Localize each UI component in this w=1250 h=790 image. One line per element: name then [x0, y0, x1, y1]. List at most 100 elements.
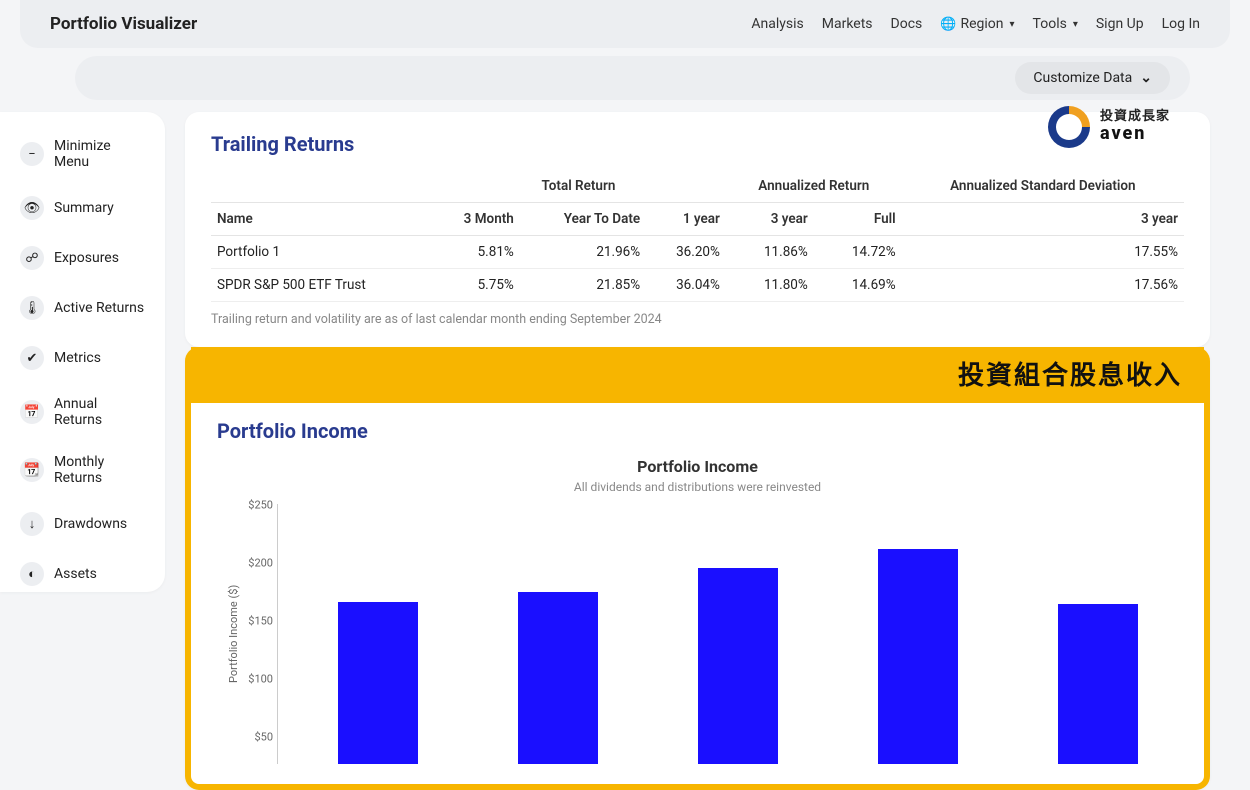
nav-signup[interactable]: Sign Up [1096, 16, 1144, 32]
chart-bar [1058, 604, 1138, 764]
cell-value: 5.81% [431, 236, 520, 269]
share-icon: ☍ [20, 246, 44, 270]
chart-bar [338, 602, 418, 764]
table-row: SPDR S&P 500 ETF Trust 5.75% 21.85% 36.0… [211, 269, 1184, 302]
chevron-down-icon: ⌄ [1140, 70, 1152, 86]
cell-value: 17.55% [902, 236, 1184, 269]
col-name: Name [211, 203, 431, 236]
brand-title: Portfolio Visualizer [50, 14, 197, 34]
cell-name: SPDR S&P 500 ETF Trust [211, 269, 431, 302]
nav-analysis[interactable]: Analysis [751, 16, 803, 32]
customize-label: Customize Data [1033, 70, 1132, 86]
logo-text-cn: 投資成長家 [1100, 110, 1170, 124]
calendar-grid-icon: 📆 [20, 458, 44, 482]
nav-tools[interactable]: Tools [1033, 16, 1078, 32]
income-badge-strip: 投資組合股息收入 [191, 347, 1204, 403]
income-badge: 投資組合股息收入 [936, 347, 1204, 400]
nav-markets[interactable]: Markets [822, 16, 873, 32]
col-1year: 1 year [646, 203, 726, 236]
cell-value: 36.20% [646, 236, 726, 269]
subbar: Customize Data ⌄ [75, 56, 1190, 100]
sidebar-item-label: Assets [54, 566, 97, 582]
customize-data-button[interactable]: Customize Data ⌄ [1015, 62, 1170, 94]
col-sd-3year: 3 year [902, 203, 1184, 236]
nav-region-label: Region [960, 16, 1003, 32]
chart-plot [277, 504, 1168, 764]
sidebar-exposures[interactable]: ☍ Exposures [10, 236, 155, 280]
thermometer-icon: 🌡 [20, 296, 44, 320]
cell-value: 21.85% [520, 269, 646, 302]
col-ytd: Year To Date [520, 203, 646, 236]
ytick-label: $250 [248, 499, 273, 512]
cell-value: 17.56% [902, 269, 1184, 302]
sidebar-monthly-returns[interactable]: 📆 Monthly Returns [10, 444, 155, 496]
chart-yaxis: $50$100$150$200$250 [243, 504, 277, 764]
col-3month: 3 Month [431, 203, 520, 236]
sidebar-item-label: Drawdowns [54, 516, 127, 532]
income-chart: Portfolio Income All dividends and distr… [217, 457, 1178, 764]
topbar: Portfolio Visualizer Analysis Markets Do… [20, 0, 1230, 48]
ytick-label: $150 [248, 615, 273, 628]
ytick-label: $50 [254, 730, 273, 743]
cell-value: 36.04% [646, 269, 726, 302]
minimize-icon: − [20, 142, 44, 166]
cell-value: 14.69% [814, 269, 902, 302]
col-group-total: Total Return [431, 170, 726, 203]
col-group-annualized: Annualized Return [726, 170, 902, 203]
cell-value: 21.96% [520, 236, 646, 269]
chart-bar [698, 568, 778, 764]
trailing-returns-card: 投資成長家 aven Trailing Returns Total Return… [185, 112, 1210, 347]
sidebar-metrics[interactable]: ✔ Metrics [10, 336, 155, 380]
nav-docs[interactable]: Docs [891, 16, 923, 32]
nav-login[interactable]: Log In [1162, 16, 1200, 32]
main-content: 投資成長家 aven Trailing Returns Total Return… [185, 112, 1250, 790]
sidebar-assets[interactable]: ◐ Assets [10, 552, 155, 596]
col-3year: 3 year [726, 203, 814, 236]
top-nav: Analysis Markets Docs 🌐 Region Tools Sig… [751, 16, 1200, 32]
sidebar-item-label: Summary [54, 200, 114, 216]
chart-ylabel: Portfolio Income ($) [227, 504, 243, 764]
sidebar-summary[interactable]: 👁 Summary [10, 186, 155, 230]
sidebar-active-returns[interactable]: 🌡 Active Returns [10, 286, 155, 330]
down-arrow-icon: ↓ [20, 512, 44, 536]
cell-value: 5.75% [431, 269, 520, 302]
nav-tools-label: Tools [1033, 16, 1067, 32]
sidebar: − Minimize Menu 👁 Summary ☍ Exposures 🌡 … [0, 112, 165, 592]
income-section-title: Portfolio Income [217, 419, 1178, 443]
col-group-stddev: Annualized Standard Deviation [902, 170, 1184, 203]
watermark-logo: 投資成長家 aven [1048, 106, 1170, 148]
sidebar-item-label: Exposures [54, 250, 119, 266]
col-full: Full [814, 203, 902, 236]
globe-icon: 🌐 [940, 17, 956, 32]
logo-text-en: aven [1100, 124, 1170, 144]
sidebar-item-label: Metrics [54, 350, 101, 366]
calendar-icon: 📅 [20, 400, 44, 424]
sidebar-item-label: Monthly Returns [54, 454, 145, 486]
nav-region[interactable]: 🌐 Region [940, 16, 1014, 32]
logo-mark-icon [1048, 106, 1090, 148]
trailing-returns-table: Total Return Annualized Return Annualize… [211, 170, 1184, 302]
sidebar-item-label: Annual Returns [54, 396, 145, 428]
check-icon: ✔ [20, 346, 44, 370]
table-row: Portfolio 1 5.81% 21.96% 36.20% 11.86% 1… [211, 236, 1184, 269]
cell-name: Portfolio 1 [211, 236, 431, 269]
chart-bar [518, 592, 598, 764]
sidebar-item-label: Active Returns [54, 300, 144, 316]
pie-icon: ◐ [20, 562, 44, 586]
sidebar-item-label: Minimize Menu [54, 138, 145, 170]
eye-icon: 👁 [20, 196, 44, 220]
trailing-footnote: Trailing return and volatility are as of… [211, 312, 1184, 327]
chart-subtitle: All dividends and distributions were rei… [227, 480, 1168, 494]
portfolio-income-card: 投資組合股息收入 Portfolio Income Portfolio Inco… [185, 347, 1210, 790]
ytick-label: $100 [248, 672, 273, 685]
cell-value: 14.72% [814, 236, 902, 269]
sidebar-minimize[interactable]: − Minimize Menu [10, 128, 155, 180]
chart-bar [878, 549, 958, 765]
trailing-title: Trailing Returns [211, 132, 1184, 156]
cell-value: 11.86% [726, 236, 814, 269]
cell-value: 11.80% [726, 269, 814, 302]
sidebar-drawdowns[interactable]: ↓ Drawdowns [10, 502, 155, 546]
sidebar-annual-returns[interactable]: 📅 Annual Returns [10, 386, 155, 438]
chart-title: Portfolio Income [227, 457, 1168, 476]
ytick-label: $200 [248, 557, 273, 570]
